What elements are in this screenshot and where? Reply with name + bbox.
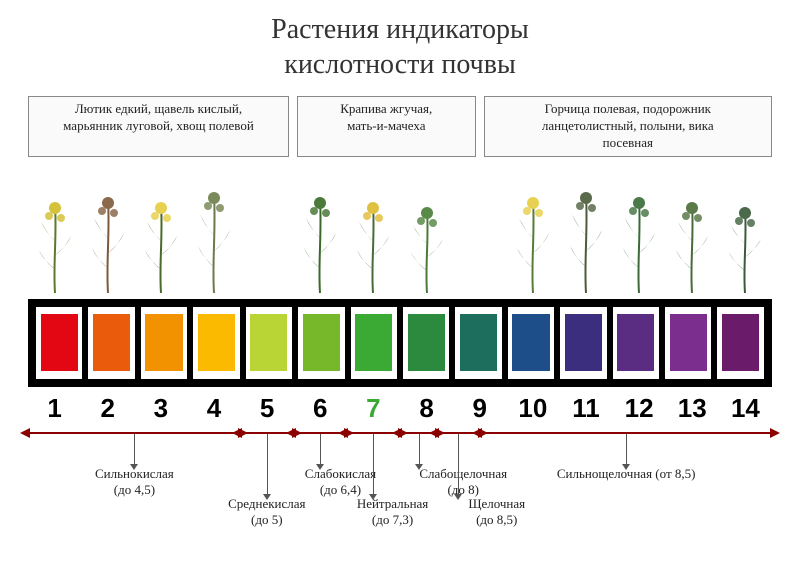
plant-slot <box>187 188 240 293</box>
category-pointer <box>458 434 459 494</box>
ph-number: 1 <box>28 393 81 424</box>
plant-slot <box>719 203 772 293</box>
ph-swatch <box>88 307 140 379</box>
plant-icon <box>405 203 449 293</box>
ph-number: 12 <box>613 393 666 424</box>
plant-group-box: Крапива жгучая,мать-и-мачеха <box>297 96 476 157</box>
ph-number: 6 <box>294 393 347 424</box>
ph-swatch <box>246 307 298 379</box>
ph-swatch <box>193 307 245 379</box>
category-pointer <box>320 434 321 464</box>
ph-color-scale <box>28 299 772 387</box>
plant-slot <box>400 203 453 293</box>
category-pointer <box>419 434 420 464</box>
category-label: Слабокислая(до 6,4) <box>305 466 376 499</box>
plant-slot <box>506 193 559 293</box>
ph-number: 14 <box>719 393 772 424</box>
category-label: Сильнокислая(до 4,5) <box>95 466 174 499</box>
plant-icon <box>298 193 342 293</box>
category-pointer <box>373 434 374 494</box>
ph-number: 5 <box>241 393 294 424</box>
ph-swatch <box>717 307 763 379</box>
plant-icon <box>670 198 714 293</box>
plant-group-box: Лютик едкий, щавель кислый,марьянник луг… <box>28 96 289 157</box>
plant-group-box: Горчица полевая, подорожникланцетолистны… <box>484 96 772 157</box>
plant-icon <box>564 188 608 293</box>
ph-swatch <box>36 307 88 379</box>
ph-number: 3 <box>134 393 187 424</box>
plant-slot <box>613 193 666 293</box>
plant-illustrations-row <box>0 163 800 293</box>
plant-slot <box>294 193 347 293</box>
ph-number: 8 <box>400 393 453 424</box>
plant-slot <box>134 198 187 293</box>
plant-slot <box>28 198 81 293</box>
plant-icon <box>33 198 77 293</box>
plant-icon <box>617 193 661 293</box>
ph-category-annotations: Сильнокислая(до 4,5)Среднекислая(до 5)Сл… <box>28 430 772 560</box>
plant-icon <box>192 188 236 293</box>
plant-slot <box>81 193 134 293</box>
ph-number: 10 <box>506 393 559 424</box>
plant-slot <box>559 188 612 293</box>
category-label: Нейтральная(до 7,3) <box>357 496 428 529</box>
ph-number: 2 <box>81 393 134 424</box>
plant-slot <box>347 198 400 293</box>
ph-swatch <box>403 307 455 379</box>
plant-group-boxes: Лютик едкий, щавель кислый,марьянник луг… <box>0 96 800 157</box>
ph-number-row: 1234567891011121314 <box>28 393 772 424</box>
ph-swatch <box>351 307 403 379</box>
ph-swatch <box>298 307 350 379</box>
ph-swatch <box>560 307 612 379</box>
ph-swatch <box>455 307 507 379</box>
category-label: Среднекислая(до 5) <box>228 496 305 529</box>
category-label: Слабощелочная(до 8) <box>419 466 507 499</box>
title-line-2: кислотности почвы <box>284 49 516 80</box>
ph-swatch <box>508 307 560 379</box>
ph-number: 9 <box>453 393 506 424</box>
ph-number: 4 <box>187 393 240 424</box>
ph-number: 7 <box>347 393 400 424</box>
category-label: Щелочная(до 8,5) <box>468 496 525 529</box>
ph-swatch <box>613 307 665 379</box>
plant-icon <box>86 193 130 293</box>
plant-slot <box>666 198 719 293</box>
plant-icon <box>723 203 767 293</box>
ph-number: 11 <box>559 393 612 424</box>
ph-swatch <box>665 307 717 379</box>
category-label: Сильнощелочная (от 8,5) <box>557 466 696 482</box>
plant-icon <box>351 198 395 293</box>
page-title: Растения индикаторы кислотности почвы <box>0 12 800 82</box>
category-pointer <box>626 434 627 464</box>
plant-icon <box>139 198 183 293</box>
category-pointer <box>267 434 268 494</box>
category-pointer <box>134 434 135 464</box>
plant-icon <box>511 193 555 293</box>
title-line-1: Растения индикаторы <box>271 14 529 45</box>
ph-number: 13 <box>666 393 719 424</box>
ph-swatch <box>141 307 193 379</box>
